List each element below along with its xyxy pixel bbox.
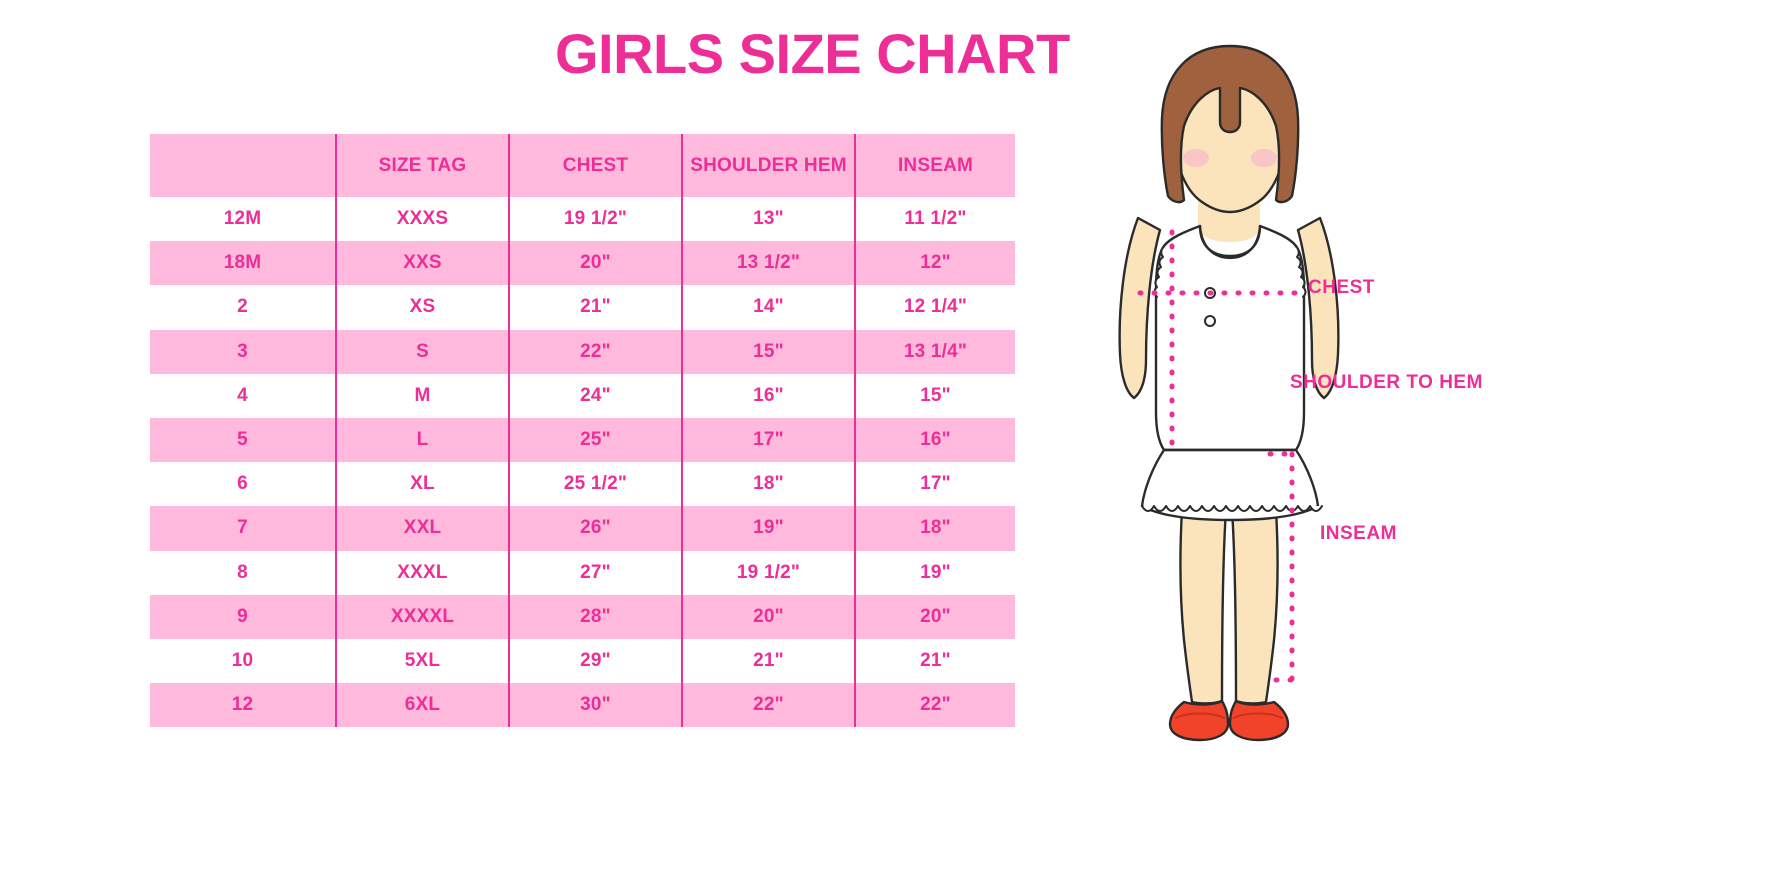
cell-shoulder-hem: 15" xyxy=(681,329,855,374)
size-chart-table: SIZE TAG CHEST SHOULDER HEM INSEAM 12M XX… xyxy=(150,134,1015,728)
table-row: 5 L 25" 17" 16" xyxy=(150,417,1015,463)
cell-chest: 28" xyxy=(508,594,682,639)
cell-size-tag: 5XL xyxy=(335,638,509,684)
cell-inseam: 12" xyxy=(854,241,1015,286)
table-row: 18M XXS 20" 13 1/2" 12" xyxy=(150,241,1015,286)
cell-size: 12M xyxy=(150,197,336,242)
cell-shoulder-hem: 19" xyxy=(681,506,855,551)
cell-inseam: 19" xyxy=(854,550,1015,595)
cell-chest: 24" xyxy=(508,373,682,418)
cell-chest: 19 1/2" xyxy=(508,197,682,242)
cell-chest: 30" xyxy=(508,683,682,728)
table-row: 7 XXL 26" 19" 18" xyxy=(150,506,1015,551)
cell-inseam: 11 1/2" xyxy=(854,197,1015,242)
cell-shoulder-hem: 13 1/2" xyxy=(681,241,855,286)
cell-inseam: 12 1/4" xyxy=(854,285,1015,330)
cell-shoulder-hem: 21" xyxy=(681,638,855,684)
cell-shoulder-hem: 19 1/2" xyxy=(681,550,855,595)
callout-label-shoulder-to-hem: SHOULDER TO HEM xyxy=(1290,372,1483,393)
cell-shoulder-hem: 17" xyxy=(681,417,855,463)
cell-size-tag: 6XL xyxy=(335,683,509,728)
cell-size-tag: XXXL xyxy=(335,550,509,595)
cell-size: 4 xyxy=(150,373,336,418)
cell-size: 5 xyxy=(150,417,336,463)
cell-chest: 22" xyxy=(508,329,682,374)
cell-size: 12 xyxy=(150,683,336,728)
cell-chest: 25 1/2" xyxy=(508,462,682,507)
cell-shoulder-hem: 22" xyxy=(681,683,855,728)
table-body: 12M XXXS 19 1/2" 13" 11 1/2" 18M XXS 20" 13 1/2"… xyxy=(150,197,1015,728)
cell-shoulder-hem: 16" xyxy=(681,373,855,418)
cell-size: 9 xyxy=(150,594,336,639)
table-row: 3 S 22" 15" 13 1/4" xyxy=(150,329,1015,374)
size-chart-table-container: SIZE TAG CHEST SHOULDER HEM INSEAM 12M XX… xyxy=(150,134,1015,728)
cell-chest: 20" xyxy=(508,241,682,286)
cell-size-tag: XXL xyxy=(335,506,509,551)
cell-chest: 26" xyxy=(508,506,682,551)
cell-inseam: 17" xyxy=(854,462,1015,507)
cell-size: 8 xyxy=(150,550,336,595)
callout-label-inseam: INSEAM xyxy=(1320,523,1397,544)
cell-size: 3 xyxy=(150,329,336,374)
table-row: 6 XL 25 1/2" 18" 17" xyxy=(150,462,1015,507)
cell-size-tag: XXXXL xyxy=(335,594,509,639)
table-header: SIZE TAG CHEST SHOULDER HEM INSEAM xyxy=(150,134,1015,197)
cell-chest: 25" xyxy=(508,417,682,463)
table-row: 2 XS 21" 14" 12 1/4" xyxy=(150,285,1015,330)
page-title: GIRLS SIZE CHART xyxy=(555,22,1070,85)
cell-size-tag: S xyxy=(335,329,509,374)
cell-size: 10 xyxy=(150,638,336,684)
cell-inseam: 18" xyxy=(854,506,1015,551)
cell-inseam: 22" xyxy=(854,683,1015,728)
callout-label-chest: CHEST xyxy=(1308,277,1375,298)
cell-size-tag: M xyxy=(335,373,509,418)
cell-size-tag: XS xyxy=(335,285,509,330)
table-row: 8 XXXL 27" 19 1/2" 19" xyxy=(150,550,1015,595)
cell-size: 18M xyxy=(150,241,336,286)
cell-shoulder-hem: 20" xyxy=(681,594,855,639)
column-header-size-tag: SIZE TAG xyxy=(335,134,509,197)
cell-shoulder-hem: 13" xyxy=(681,197,855,242)
cell-inseam: 20" xyxy=(854,594,1015,639)
table-row: 9 XXXXL 28" 20" 20" xyxy=(150,594,1015,639)
cell-size: 2 xyxy=(150,285,336,330)
table-header-row: SIZE TAG CHEST SHOULDER HEM INSEAM xyxy=(150,134,1015,197)
cell-size: 7 xyxy=(150,506,336,551)
cell-inseam: 15" xyxy=(854,373,1015,418)
cell-chest: 27" xyxy=(508,550,682,595)
cell-chest: 21" xyxy=(508,285,682,330)
cell-size-tag: XXXS xyxy=(335,197,509,242)
cell-size-tag: L xyxy=(335,417,509,463)
table-row: 10 5XL 29" 21" 21" xyxy=(150,638,1015,684)
table-row: 12M XXXS 19 1/2" 13" 11 1/2" xyxy=(150,197,1015,242)
table-row: 12 6XL 30" 22" 22" xyxy=(150,683,1015,728)
table-row: 4 M 24" 16" 15" xyxy=(150,373,1015,418)
cell-chest: 29" xyxy=(508,638,682,684)
column-header-chest: CHEST xyxy=(508,134,682,197)
girl-figure-illustration xyxy=(1080,40,1380,750)
cell-inseam: 16" xyxy=(854,417,1015,463)
column-header-size xyxy=(150,134,336,197)
cell-size: 6 xyxy=(150,462,336,507)
column-header-shoulder-hem: SHOULDER HEM xyxy=(681,134,855,197)
cell-shoulder-hem: 14" xyxy=(681,285,855,330)
cell-size-tag: XL xyxy=(335,462,509,507)
cell-size-tag: XXS xyxy=(335,241,509,286)
cell-inseam: 13 1/4" xyxy=(854,329,1015,374)
column-header-inseam: INSEAM xyxy=(854,134,1015,197)
cell-inseam: 21" xyxy=(854,638,1015,684)
cell-shoulder-hem: 18" xyxy=(681,462,855,507)
